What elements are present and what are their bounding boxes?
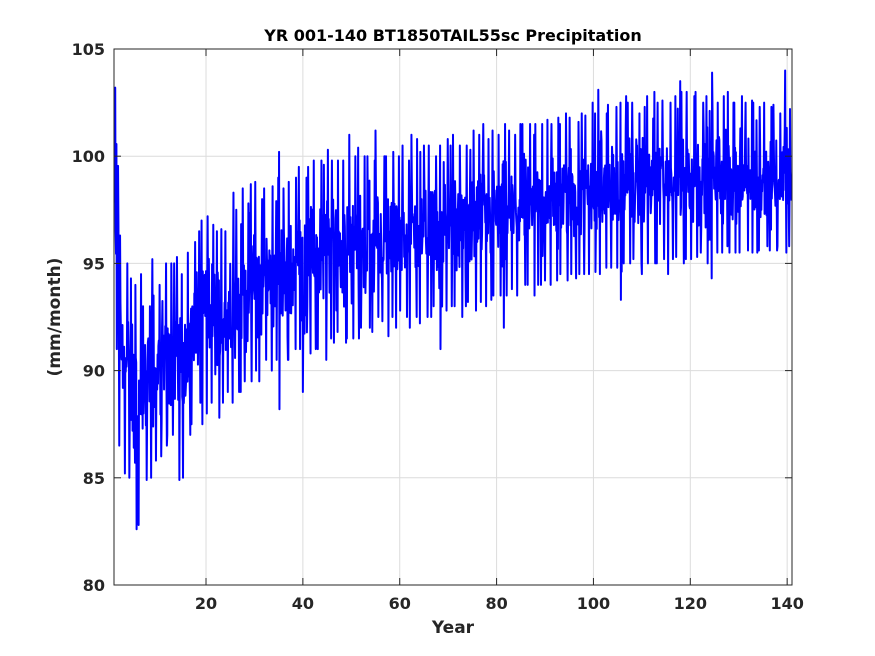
x-tick-label: 140 [770, 594, 803, 613]
x-tick-label: 120 [674, 594, 707, 613]
precipitation-series-line [114, 69, 792, 531]
plot-frame [113, 48, 793, 586]
x-tick-label: 100 [577, 594, 610, 613]
y-tick-label: 100 [72, 147, 105, 166]
y-tick-label: 95 [83, 254, 105, 273]
y-axis-title: (mm/month) [45, 258, 65, 377]
chart-title: YR 001-140 BT1850TAIL55sc Precipitation [263, 26, 642, 45]
y-tick-label: 90 [83, 362, 105, 381]
x-tick-label: 60 [389, 594, 411, 613]
y-tick-label: 105 [72, 40, 105, 59]
y-tick-label: 85 [83, 469, 105, 488]
y-tick-label: 80 [83, 576, 105, 595]
x-tick-label: 80 [485, 594, 507, 613]
x-tick-label: 20 [195, 594, 217, 613]
axis-ticks: 20 40 60 80 100 120 140 80 85 90 95 100 105 [72, 40, 804, 613]
series-line [114, 69, 792, 531]
x-axis-title: Year [431, 618, 475, 638]
x-tick-label: 40 [292, 594, 314, 613]
